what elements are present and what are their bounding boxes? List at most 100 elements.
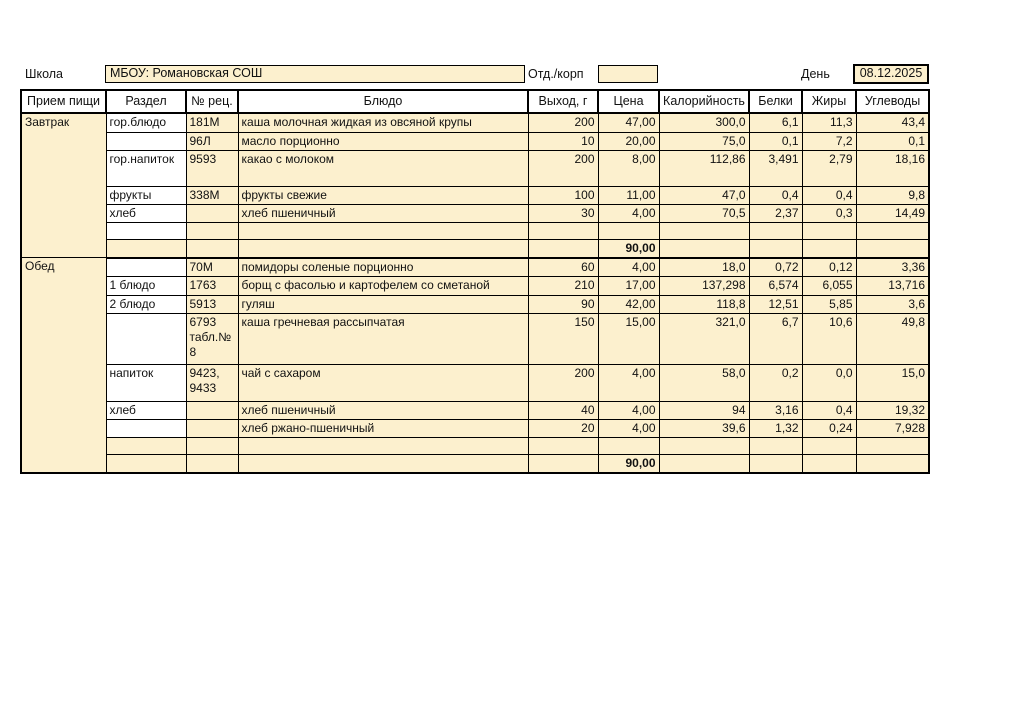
cell-calories: 94 — [658, 400, 750, 420]
cell-razdel — [105, 312, 187, 365]
cell-carbs: 14,49 — [855, 203, 930, 223]
cell-razdel: гор.напиток — [105, 149, 187, 187]
cell-fat — [801, 453, 857, 474]
cell-output: 200 — [527, 112, 599, 133]
cell-fat: 5,85 — [801, 294, 857, 314]
cell-output: 40 — [527, 400, 599, 420]
cell-calories: 18,0 — [658, 257, 750, 277]
column-header-4: Выход, г — [527, 89, 599, 114]
cell-price: 11,00 — [597, 185, 660, 205]
day-label: День — [801, 67, 830, 81]
column-header-0: Прием пищи — [20, 89, 107, 114]
cell-razdel: 2 блюдо — [105, 294, 187, 314]
meal-name-cell: Завтрак — [20, 112, 107, 258]
cell-dish — [237, 436, 529, 455]
cell-razdel: напиток — [105, 363, 187, 402]
cell-protein: 2,37 — [748, 203, 803, 223]
cell-dish: гуляш — [237, 294, 529, 314]
cell-calories — [658, 453, 750, 474]
cell-fat: 11,3 — [801, 112, 857, 133]
menu-table-body: Завтрак гор.блюдо 181М каша молочная жидкая… — [20, 112, 930, 474]
table-row: напиток 9423, 9433 чай с сахаром 200 4,00 58,… — [21, 363, 930, 402]
dept-field[interactable] — [598, 65, 658, 83]
cell-carbs: 0,1 — [855, 131, 930, 151]
cell-fat — [801, 238, 857, 259]
cell-rec: 181М — [185, 112, 239, 133]
cell-calories — [658, 221, 750, 240]
cell-calories: 47,0 — [658, 185, 750, 205]
cell-rec — [185, 418, 239, 438]
cell-output: 20 — [527, 418, 599, 438]
school-field[interactable]: МБОУ: Романовская СОШ — [105, 65, 525, 83]
cell-fat: 0,12 — [801, 257, 857, 277]
table-row: хлеб хлеб пшеничный 40 4,00 94 3,16 0,4 19,32 — [21, 400, 930, 420]
cell-fat — [801, 221, 857, 240]
cell-razdel: гор.блюдо — [105, 112, 187, 133]
cell-razdel: хлеб — [105, 400, 187, 420]
cell-carbs — [855, 238, 930, 259]
cell-protein: 3,16 — [748, 400, 803, 420]
cell-dish — [237, 238, 529, 259]
table-row: 2 блюдо 5913 гуляш 90 42,00 118,8 12,51 5,85 3,6 — [21, 294, 930, 314]
cell-output: 90 — [527, 294, 599, 314]
cell-output — [527, 238, 599, 259]
dept-label: Отд./корп — [528, 67, 584, 81]
cell-razdel — [105, 418, 187, 438]
cell-protein — [748, 238, 803, 259]
table-row: 6793 табл.№ 8 каша гречневая рассыпчатая 1… — [21, 312, 930, 365]
cell-rec: 9423, 9433 — [185, 363, 239, 402]
cell-fat: 0,4 — [801, 185, 857, 205]
cell-rec — [185, 221, 239, 240]
cell-rec — [185, 238, 239, 259]
cell-carbs — [855, 436, 930, 455]
cell-dish — [237, 221, 529, 240]
cell-fat: 0,3 — [801, 203, 857, 223]
column-header-7: Белки — [748, 89, 803, 114]
cell-calories: 39,6 — [658, 418, 750, 438]
cell-razdel — [105, 131, 187, 151]
table-row: фрукты 338М фрукты свежие 100 11,00 47,0 0,4 0,… — [21, 185, 930, 205]
cell-fat: 2,79 — [801, 149, 857, 187]
cell-razdel — [105, 436, 187, 455]
cell-price: 17,00 — [597, 275, 660, 296]
cell-price: 42,00 — [597, 294, 660, 314]
cell-rec — [185, 436, 239, 455]
cell-razdel: фрукты — [105, 185, 187, 205]
table-row: 1 блюдо 1763 борщ с фасолью и картофелем с… — [21, 275, 930, 296]
cell-output: 10 — [527, 131, 599, 151]
cell-dish — [237, 453, 529, 474]
cell-protein: 12,51 — [748, 294, 803, 314]
column-header-6: Калорийность — [658, 89, 750, 114]
cell-rec: 5913 — [185, 294, 239, 314]
cell-protein — [748, 436, 803, 455]
cell-output — [527, 436, 599, 455]
cell-output — [527, 221, 599, 240]
cell-protein: 6,7 — [748, 312, 803, 365]
day-field[interactable]: 08.12.2025 — [853, 64, 929, 84]
cell-price: 90,00 — [597, 238, 660, 259]
cell-rec: 70М — [185, 257, 239, 277]
cell-rec: 338М — [185, 185, 239, 205]
cell-price — [597, 221, 660, 240]
cell-fat: 0,24 — [801, 418, 857, 438]
table-row: хлеб хлеб пшеничный 30 4,00 70,5 2,37 0,3 14,49 — [21, 203, 930, 223]
cell-price: 4,00 — [597, 257, 660, 277]
cell-fat: 6,055 — [801, 275, 857, 296]
cell-output: 100 — [527, 185, 599, 205]
table-row: 90,00 — [21, 238, 930, 259]
cell-razdel: хлеб — [105, 203, 187, 223]
cell-carbs: 13,716 — [855, 275, 930, 296]
cell-carbs: 9,8 — [855, 185, 930, 205]
cell-price: 4,00 — [597, 363, 660, 402]
cell-dish: хлеб ржано-пшеничный — [237, 418, 529, 438]
cell-calories: 300,0 — [658, 112, 750, 133]
cell-price: 4,00 — [597, 400, 660, 420]
cell-calories: 58,0 — [658, 363, 750, 402]
cell-carbs — [855, 221, 930, 240]
cell-protein: 0,72 — [748, 257, 803, 277]
school-label: Школа — [25, 67, 63, 81]
cell-calories — [658, 238, 750, 259]
cell-rec: 96Л — [185, 131, 239, 151]
cell-carbs: 7,928 — [855, 418, 930, 438]
